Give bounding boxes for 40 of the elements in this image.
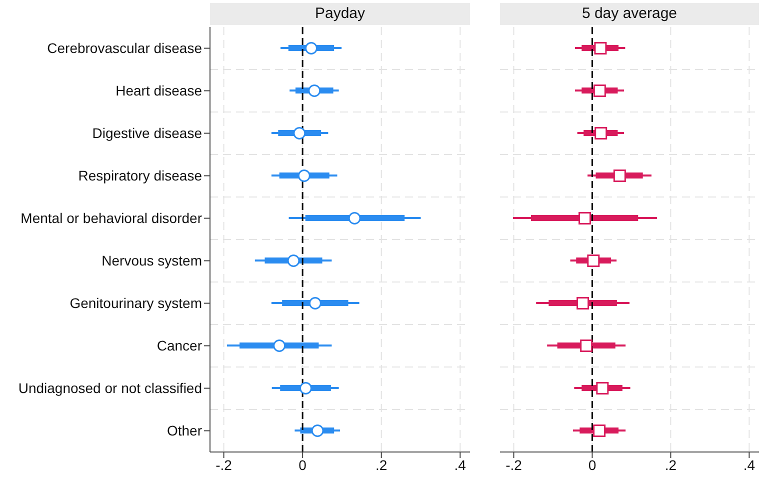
point	[348, 212, 361, 224]
x-tick-label: -.2	[506, 456, 522, 473]
x-tick-label: .4	[454, 456, 466, 473]
point	[311, 424, 324, 437]
point	[594, 42, 607, 54]
y-tick-label: Digestive disease	[92, 125, 202, 142]
point	[613, 170, 626, 182]
point	[593, 424, 606, 437]
point	[596, 382, 609, 394]
y-tick-label: Genitourinary system	[70, 295, 202, 312]
point	[576, 297, 590, 310]
y-tick-label: Undiagnosed or not classified	[18, 380, 202, 396]
y-tick-label: Other	[166, 422, 202, 439]
point	[580, 340, 593, 352]
x-tick-label: -.2	[216, 456, 232, 473]
point	[308, 84, 321, 97]
x-tick-label: .2	[376, 456, 388, 473]
chart-title: Payday	[210, 3, 470, 25]
y-tick-label: Nervous system	[102, 252, 202, 269]
x-tick-label: 0	[588, 456, 596, 473]
y-tick-label: Respiratory disease	[78, 168, 202, 184]
point	[587, 254, 600, 267]
y-tick-label: Cerebrovascular disease	[47, 40, 202, 56]
point	[273, 340, 286, 352]
point	[299, 382, 312, 394]
x-tick-label: 0	[298, 456, 307, 473]
point	[293, 127, 306, 140]
point	[578, 212, 592, 224]
x-tick-label: .4	[743, 456, 756, 473]
point	[308, 297, 322, 310]
y-tick-label: Mental or behavioral disorder	[20, 210, 202, 226]
point	[304, 42, 318, 54]
y-tick-label: Heart disease	[116, 82, 202, 99]
point	[594, 127, 608, 140]
chart-title: 5 day average	[500, 3, 759, 25]
point	[593, 84, 606, 97]
point	[287, 254, 300, 267]
x-tick-label: .2	[664, 456, 677, 473]
y-tick-label: Cancer	[156, 338, 202, 354]
point	[298, 170, 310, 182]
